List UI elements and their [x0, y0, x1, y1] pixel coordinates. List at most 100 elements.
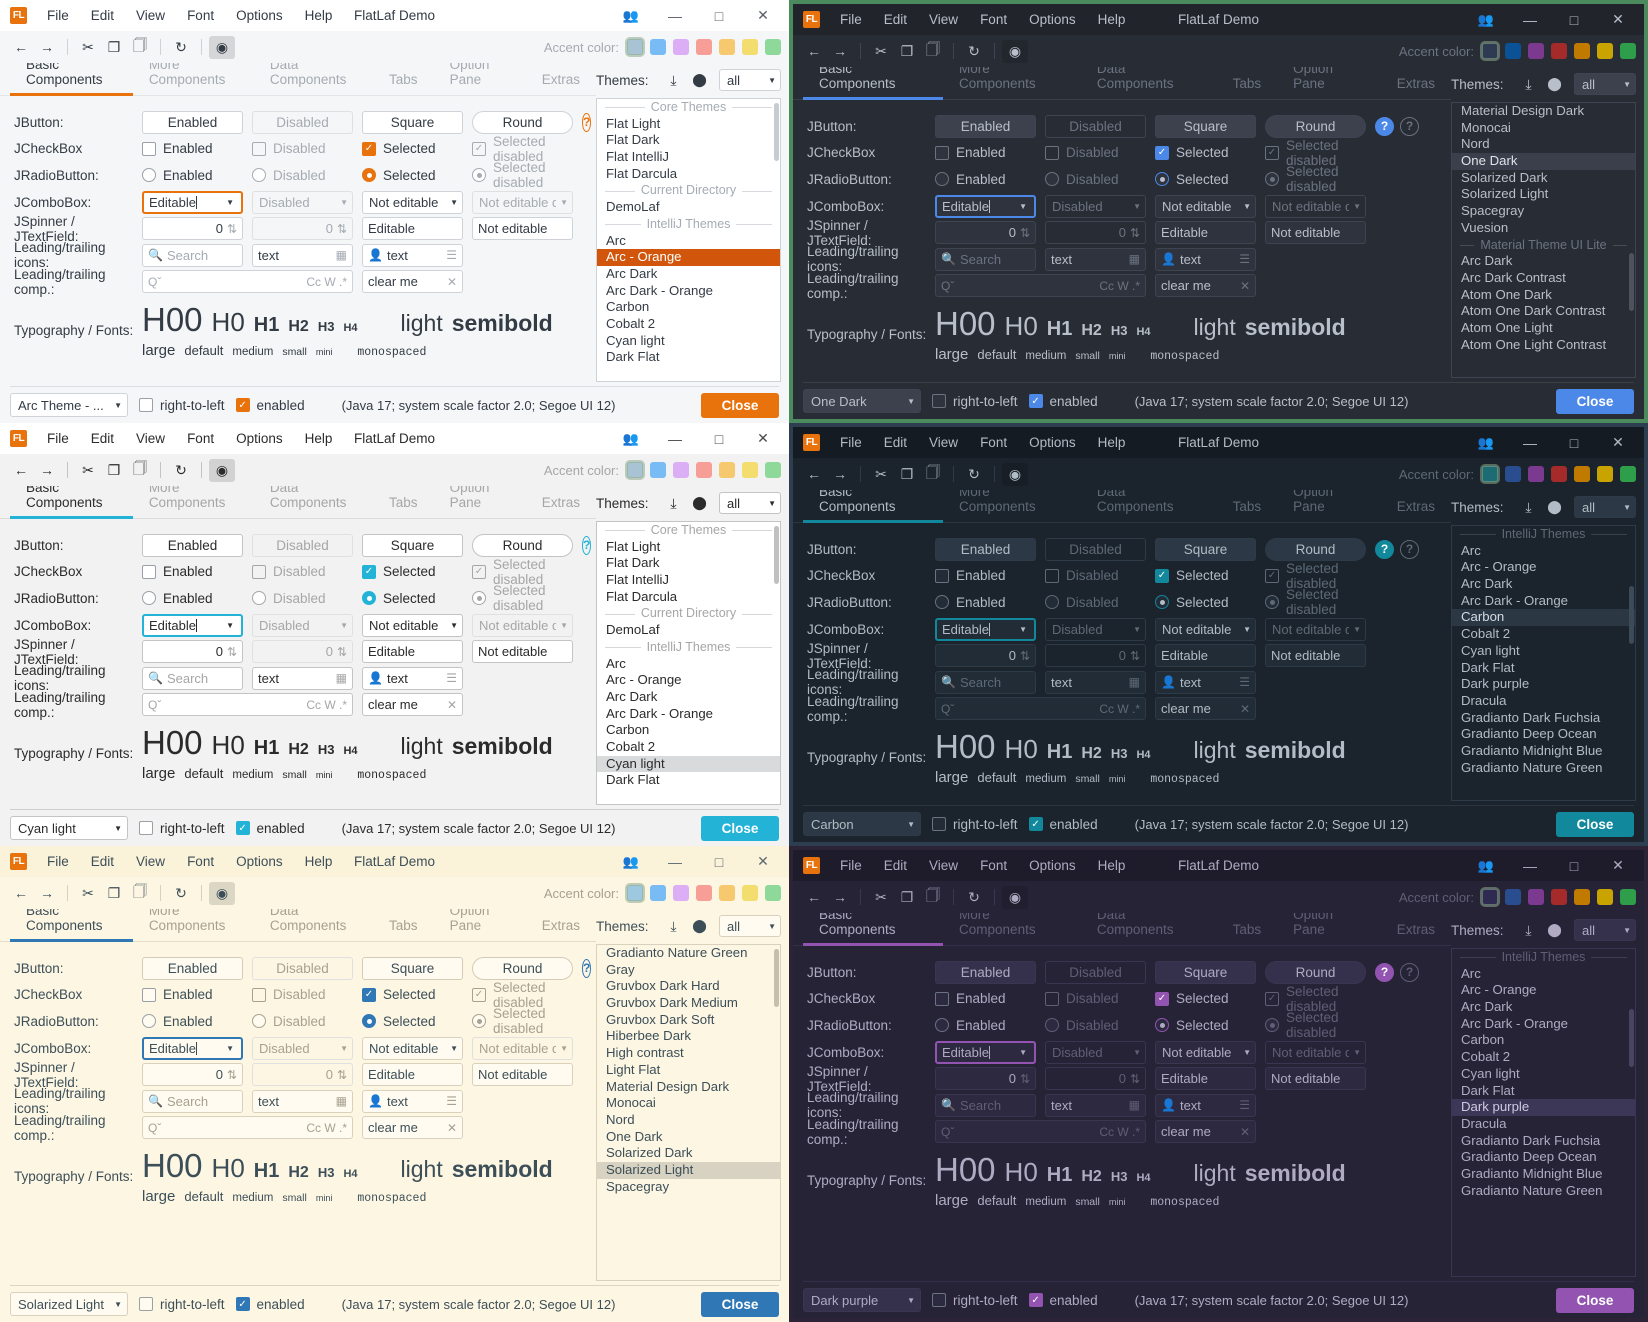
menu-item-edit[interactable]: Edit [90, 431, 115, 446]
radio-disabled-radio[interactable] [252, 168, 266, 183]
minimize-icon[interactable]: — [1523, 434, 1537, 451]
theme-list-item[interactable]: Nord [1461, 136, 1490, 152]
radio-enabled-radio[interactable] [142, 168, 156, 183]
theme-list-item[interactable]: Arc Dark [1461, 999, 1513, 1015]
theme-list-item[interactable]: Cobalt 2 [1461, 626, 1511, 642]
chevron-down-icon[interactable]: ▼ [1353, 201, 1361, 211]
close-icon[interactable]: ✕ [446, 697, 457, 712]
menu-item-view[interactable]: View [136, 431, 166, 446]
combo-not-editable[interactable]: Not editable ▼ [1155, 1040, 1256, 1064]
radio-disabled-radio[interactable] [1045, 172, 1059, 187]
enabled-checkbox[interactable]: ✓ enabled [235, 398, 305, 413]
checkbox-disabled-box[interactable] [252, 987, 266, 1002]
tab-extras[interactable]: Extras [1396, 922, 1435, 937]
tab-basic-components[interactable]: Basic Components [10, 486, 133, 519]
list-icon[interactable]: ☰ [1239, 675, 1250, 690]
combo-not-editable[interactable]: Not editable ▼ [362, 613, 463, 637]
text-field-grid[interactable]: text ▦ [1045, 247, 1146, 271]
people-icon[interactable]: 👥 [622, 7, 640, 23]
chevron-down-icon[interactable]: ▼ [1243, 201, 1251, 211]
rtl-checkbox-box[interactable] [932, 817, 946, 831]
help-button-filled[interactable]: ? [582, 535, 592, 555]
help-button-filled[interactable]: ? [582, 958, 592, 978]
menu-item-view[interactable]: View [136, 854, 166, 869]
forward-arrow-icon[interactable]: → [40, 885, 54, 901]
spinner-stepper-disabled[interactable]: ⇅ [1129, 648, 1140, 663]
tab-option-pane[interactable]: Option Pane [1293, 913, 1333, 937]
chevron-down-icon[interactable]: ▼ [1353, 624, 1361, 634]
copy-icon[interactable]: ❐ [107, 38, 121, 55]
themes-filter-select[interactable]: all ▼ [719, 69, 781, 91]
theme-select[interactable]: Carbon ▼ [803, 812, 921, 836]
theme-list-item[interactable]: Gruvbox Dark Medium [606, 995, 738, 1011]
themes-list[interactable]: Gradianto Nature Green Gray Gruvbox Dark H… [596, 944, 781, 1281]
cut-icon[interactable]: ✂ [875, 465, 887, 482]
themes-list-scrollbar[interactable] [1629, 253, 1634, 311]
close-icon[interactable]: ✕ [1612, 434, 1624, 450]
tab-data-components[interactable]: Data Components [269, 909, 347, 933]
radio-selected-radio[interactable] [362, 1014, 376, 1029]
accent-swatch-5[interactable] [1597, 889, 1613, 905]
paste-icon[interactable]: 🗍 [133, 37, 147, 53]
text-field-user[interactable]: 👤 text ☰ [362, 666, 463, 690]
jbutton-square[interactable]: Square [362, 533, 463, 557]
paste-icon[interactable]: 🗍 [926, 464, 940, 480]
enabled-checkbox-box[interactable]: ✓ [235, 1297, 250, 1311]
accent-swatch-1[interactable] [650, 885, 666, 901]
theme-list-item[interactable]: Cyan light [606, 332, 665, 348]
themes-list-scrollbar[interactable] [774, 526, 779, 584]
enabled-checkbox-box[interactable]: ✓ [1028, 1293, 1043, 1307]
grid-icon[interactable]: ▦ [335, 1094, 347, 1109]
tab-option-pane[interactable]: Option Pane [1293, 490, 1333, 514]
search-comp-field[interactable]: Qˇ Cc W .* [935, 274, 1146, 298]
theme-list-item[interactable]: One Dark [606, 1128, 663, 1144]
spinner-stepper[interactable]: ⇅ [226, 221, 237, 236]
checkbox-enabled-box[interactable] [142, 987, 156, 1002]
radio-enabled-radio[interactable] [142, 591, 156, 606]
text-field-grid[interactable]: text ▦ [252, 1089, 353, 1113]
themes-list-scrollbar[interactable] [1629, 1009, 1634, 1067]
refresh-icon[interactable]: ↻ [968, 42, 980, 59]
help-button-filled[interactable]: ? [1375, 539, 1394, 559]
accent-swatch-0[interactable] [1480, 41, 1500, 61]
jbutton-enabled[interactable]: Enabled [935, 537, 1036, 561]
chevron-down-icon[interactable]: ▼ [1623, 925, 1631, 935]
theme-list-item[interactable]: Cyan light [597, 755, 780, 773]
accent-swatch-1[interactable] [1505, 43, 1521, 59]
themes-filter-select[interactable]: all ▼ [1574, 496, 1636, 518]
tab-data-components[interactable]: Data Components [269, 63, 347, 87]
theme-list-item[interactable]: Solarized Light [1461, 186, 1549, 202]
theme-list-item[interactable]: Dark Flat [1461, 659, 1515, 675]
close-button[interactable]: Close [1556, 1287, 1634, 1313]
tab-tabs[interactable]: Tabs [389, 918, 418, 933]
tab-more-components[interactable]: More Components [148, 63, 226, 87]
accent-swatch-3[interactable] [696, 885, 712, 901]
combo-editable[interactable]: Editable ▼ [935, 617, 1036, 641]
theme-list-item[interactable]: Dracula [1461, 1115, 1507, 1131]
accent-swatch-0[interactable] [625, 460, 645, 480]
checkbox-enabled-box[interactable] [935, 145, 949, 160]
chevron-down-icon[interactable]: ▼ [340, 1043, 348, 1053]
tab-tabs[interactable]: Tabs [1232, 499, 1262, 514]
back-arrow-icon[interactable]: ← [14, 462, 28, 478]
accent-swatch-6[interactable] [1620, 466, 1636, 482]
close-button[interactable]: Close [701, 1291, 779, 1317]
theme-list-item[interactable]: Light Flat [606, 1061, 661, 1077]
accent-swatch-2[interactable] [1528, 43, 1544, 59]
github-icon[interactable]: ⬤ [692, 495, 707, 510]
chevron-down-icon[interactable]: ▼ [226, 197, 234, 207]
spinner-enabled[interactable]: 0 ⇅ [935, 644, 1036, 668]
radio-disabled[interactable]: Disabled [1045, 1018, 1146, 1033]
chevron-down-icon[interactable]: ▼ [907, 1295, 915, 1305]
theme-list-item[interactable]: Flat Dark [606, 555, 660, 571]
chevron-down-icon[interactable]: ▼ [114, 400, 122, 410]
tab-data-components[interactable]: Data Components [1096, 67, 1174, 91]
theme-list-item[interactable]: Flat IntelliJ [606, 149, 670, 165]
help-button-filled[interactable]: ? [1375, 962, 1394, 982]
themes-filter-select[interactable]: all ▼ [1574, 919, 1636, 941]
search-comp-field[interactable]: Qˇ Cc W .* [142, 1116, 353, 1140]
accent-swatch-3[interactable] [1551, 889, 1567, 905]
chevron-down-icon[interactable]: ▼ [560, 1043, 568, 1053]
tab-more-components[interactable]: More Components [959, 67, 1036, 91]
help-button-filled[interactable]: ? [1375, 116, 1394, 136]
